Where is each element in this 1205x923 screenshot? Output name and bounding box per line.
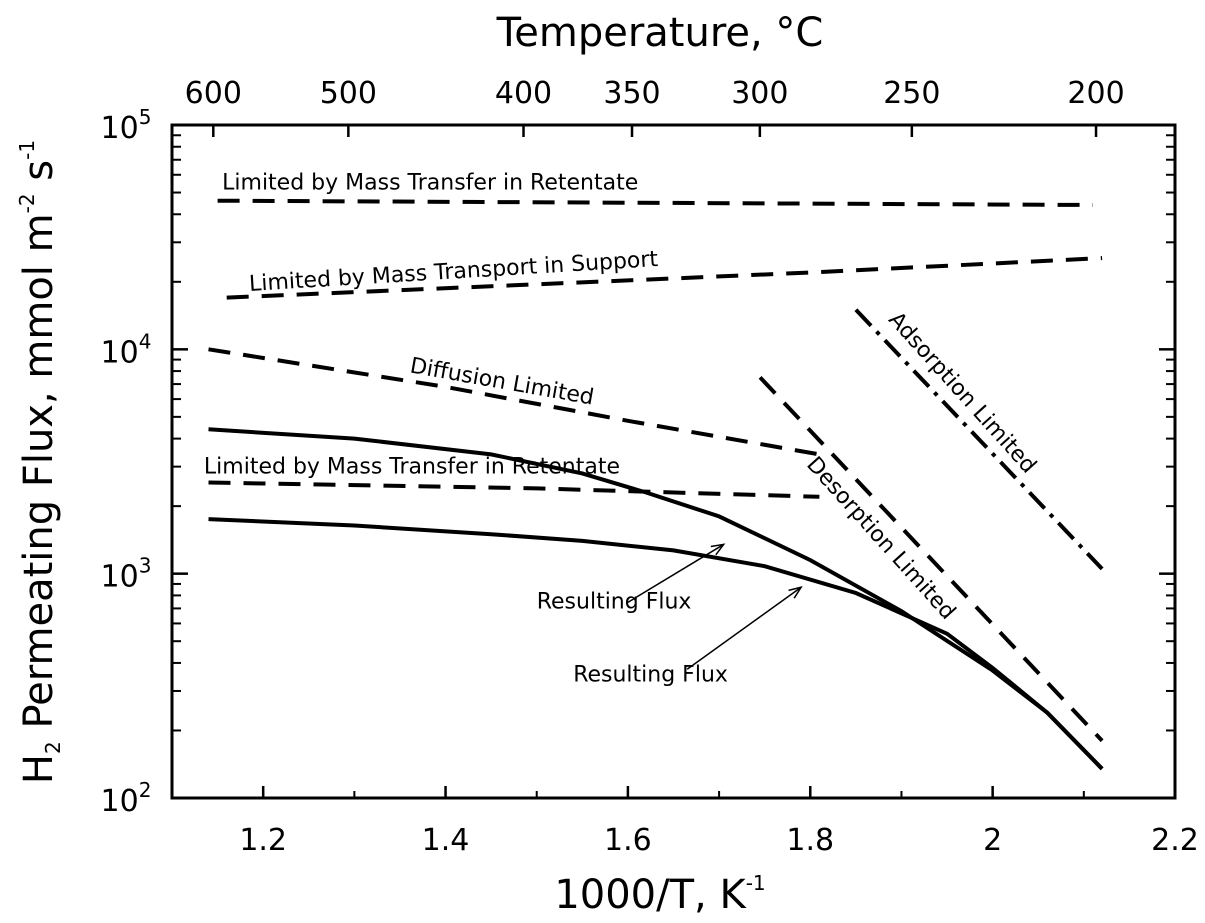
y-tick-label: 103 <box>101 554 152 595</box>
top-axis-title: Temperature, °C <box>496 10 824 56</box>
plot-frame <box>170 123 1177 800</box>
series-line-3 <box>208 347 820 457</box>
arrow-1 <box>627 543 726 603</box>
annotation-8: Resulting Flux <box>573 663 728 688</box>
x-axis-title-text: 1000/T, K <box>554 872 747 918</box>
top-tick-label: 600 <box>185 76 242 111</box>
series-line-6 <box>854 308 1104 571</box>
top-tick-label: 200 <box>1067 76 1124 111</box>
y-tick-label: 102 <box>101 778 152 819</box>
arrow-shaft <box>686 586 802 670</box>
annotation-3: Diffusion Limited <box>408 354 596 411</box>
x-tick-label: 1.8 <box>786 823 834 858</box>
arrow-shaft <box>627 543 725 603</box>
x-tick-label: 2.2 <box>1151 823 1199 858</box>
y-title-exp1: -2 <box>15 193 39 213</box>
top-tick-label: 250 <box>883 76 940 111</box>
x-tick-label: 1.4 <box>422 823 470 858</box>
top-tick-label: 400 <box>495 76 552 111</box>
chart-marks: Limited by Mass Transfer in Retentate Lim… <box>204 171 1104 771</box>
x-tick-label: 2 <box>983 823 1002 858</box>
annotation-5: Adsorption Limited <box>883 307 1041 478</box>
series-line-1 <box>217 198 1093 207</box>
x-tick-label: 1.6 <box>604 823 652 858</box>
annotation-4: Limited by Mass Transfer in Retentate <box>204 454 620 479</box>
top-tick-label: 500 <box>320 76 377 111</box>
annotation-1: Limited by Mass Transfer in Retentate <box>222 171 638 196</box>
y-title-sub: 2 <box>41 741 65 754</box>
arrow-2 <box>686 586 803 670</box>
y-title-h: H <box>16 754 62 784</box>
y-tick-label: 105 <box>101 105 152 146</box>
top-tick-label: 350 <box>603 76 660 111</box>
arrow-head <box>710 543 726 556</box>
x-axis-title: 1000/T, K-1 <box>554 871 765 918</box>
axis-labels: 1.2 1.4 1.6 1.8 2 2.2 600 500 400 350 300 250 200 102… <box>101 76 1199 858</box>
y-title-rest: Permeating Flux, mmol m <box>16 213 62 741</box>
y-title-s: s <box>16 160 62 194</box>
series-line-8 <box>208 517 1104 771</box>
x-axis-title-exp: -1 <box>746 871 766 895</box>
arrow-head <box>788 586 803 599</box>
top-tick-label: 300 <box>731 76 788 111</box>
axis-ticks <box>171 123 1177 800</box>
y-tick-label: 104 <box>101 329 152 370</box>
y-title-exp2: -1 <box>15 140 39 160</box>
series-line-2 <box>226 256 1103 300</box>
x-tick-label: 1.2 <box>239 823 287 858</box>
y-axis-title: H2 Permeating Flux, mmol m-2 s-1 <box>15 140 65 784</box>
series-line-5 <box>758 376 1104 743</box>
series-line-4 <box>208 480 820 499</box>
annotation-7: Resulting Flux <box>537 589 692 614</box>
